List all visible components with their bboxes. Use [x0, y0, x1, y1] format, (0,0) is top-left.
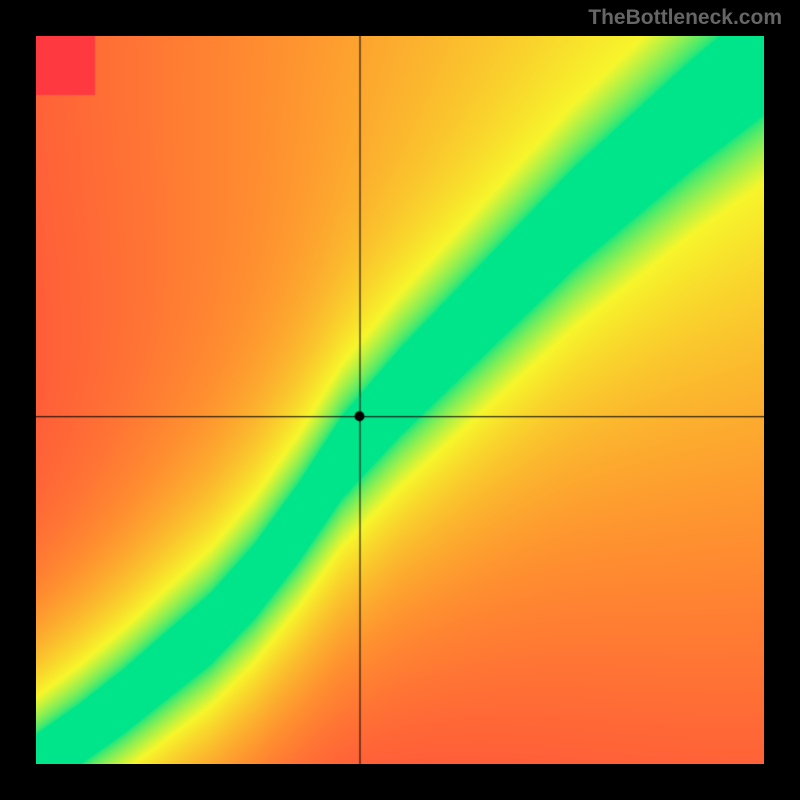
watermark-text: TheBottleneck.com [588, 6, 782, 30]
chart-container: TheBottleneck.com [0, 0, 800, 800]
heatmap-canvas [36, 36, 764, 764]
heatmap-plot [36, 36, 764, 764]
